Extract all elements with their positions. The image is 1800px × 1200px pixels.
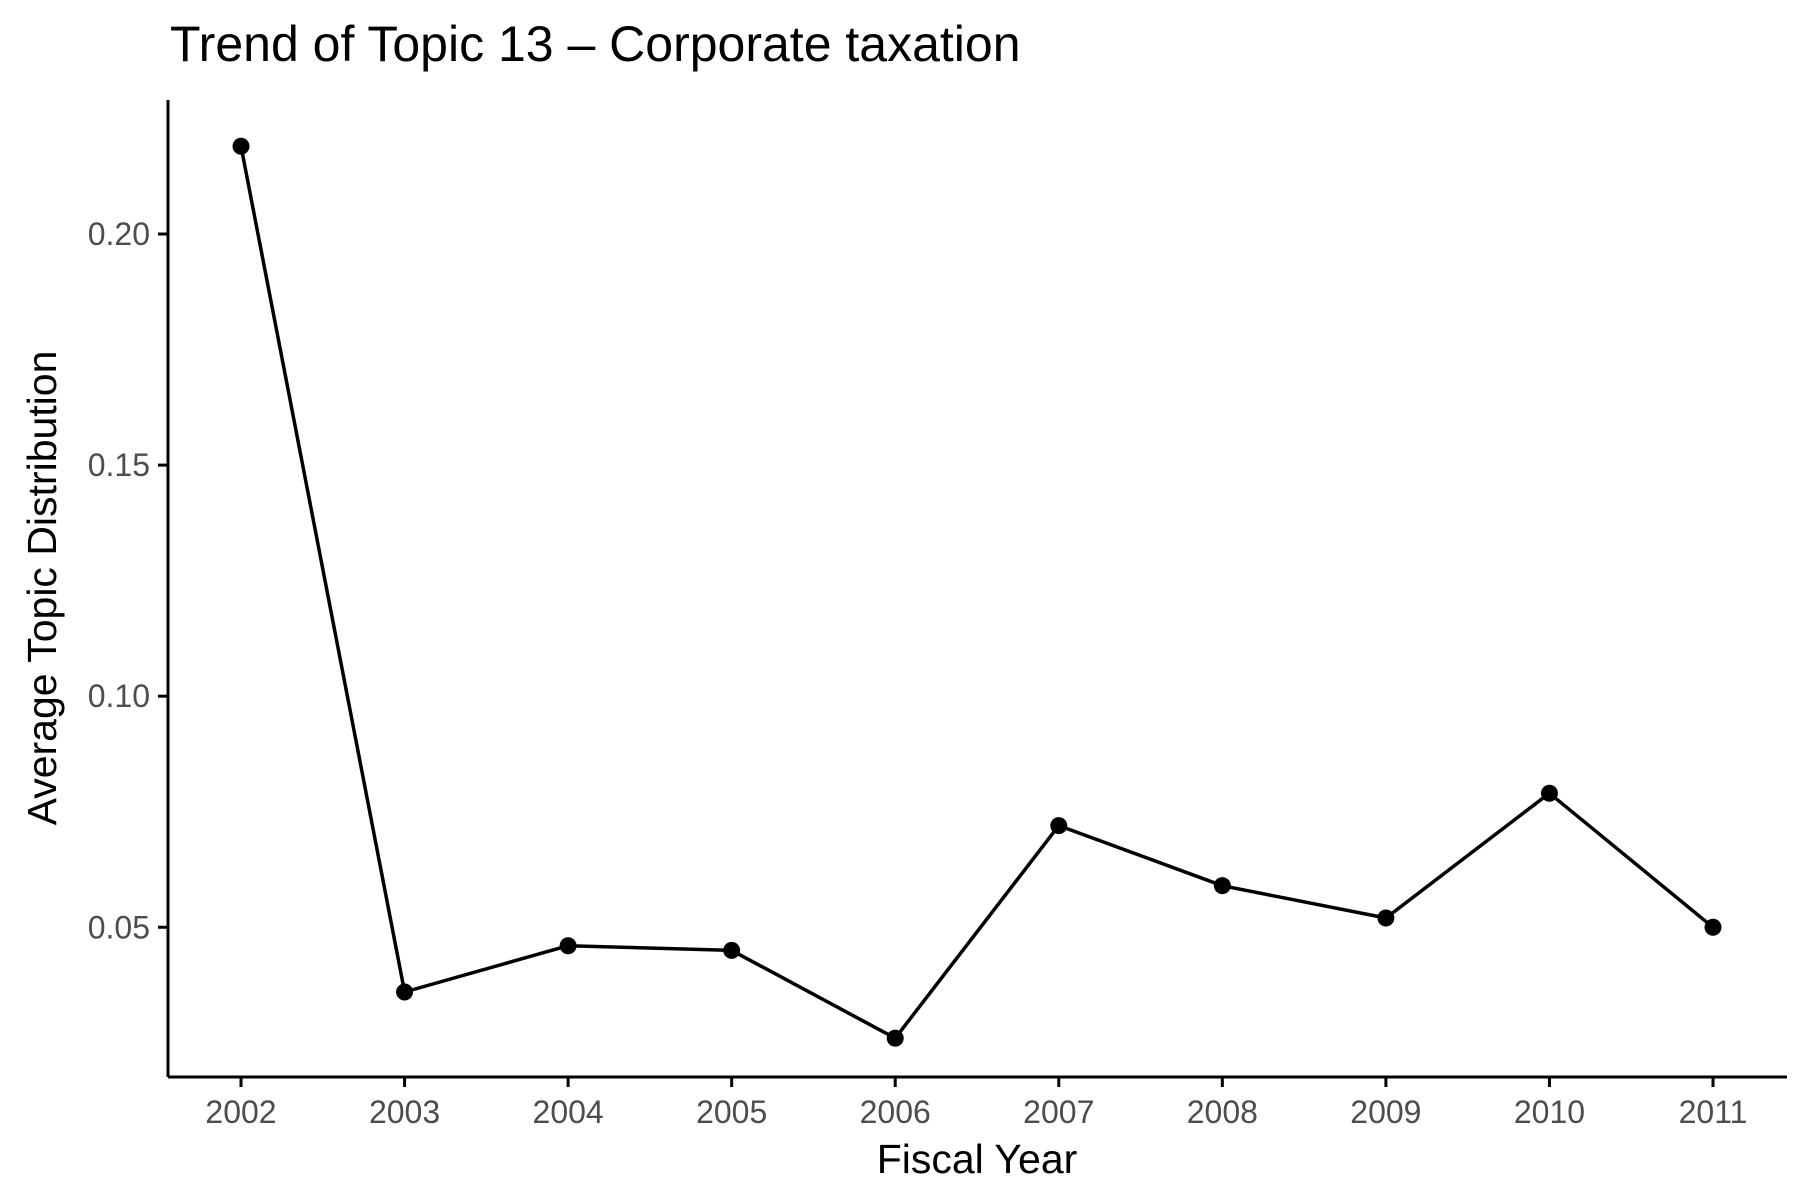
data-point	[1704, 918, 1722, 936]
x-tick-label: 2010	[1514, 1094, 1585, 1130]
y-ticks: 0.05 0.10 0.15 0.20	[88, 216, 168, 945]
y-tick-label: 0.15	[88, 447, 150, 483]
x-tick-label: 2009	[1350, 1094, 1421, 1130]
x-tick-label: 2006	[860, 1094, 931, 1130]
x-tick-label: 2004	[533, 1094, 604, 1130]
x-axis: 2002 2003 2004 2005 2006 2007 2008 2009 2010 2011	[168, 1075, 1787, 1130]
data-point	[1377, 909, 1395, 927]
x-tick-label: 2011	[1679, 1094, 1748, 1130]
data-point	[886, 1029, 904, 1047]
x-tick-label: 2005	[696, 1094, 767, 1130]
y-tick-label: 0.20	[88, 216, 150, 252]
x-tick-label: 2002	[205, 1094, 276, 1130]
series-line	[239, 144, 1715, 1040]
data-point	[232, 137, 250, 155]
data-point	[1540, 784, 1558, 802]
data-series	[232, 137, 1722, 1047]
data-point	[723, 941, 741, 959]
y-axis: 0.05 0.10 0.15 0.20	[88, 100, 170, 1077]
data-point	[1213, 877, 1231, 895]
x-tick-label: 2003	[369, 1094, 440, 1130]
x-ticks: 2002 2003 2004 2005 2006 2007 2008 2009 2010 2011	[205, 1077, 1747, 1130]
x-axis-title: Fiscal Year	[877, 1136, 1078, 1182]
data-point	[396, 983, 414, 1001]
x-tick-label: 2007	[1023, 1094, 1094, 1130]
data-point	[1050, 817, 1068, 835]
y-tick-label: 0.05	[88, 909, 150, 945]
y-axis-title: Average Topic Distribution	[19, 351, 65, 826]
data-point	[559, 937, 577, 955]
chart-title: Trend of Topic 13 – Corporate taxation	[170, 16, 1021, 72]
y-tick-label: 0.10	[88, 678, 150, 714]
x-tick-label: 2008	[1187, 1094, 1258, 1130]
